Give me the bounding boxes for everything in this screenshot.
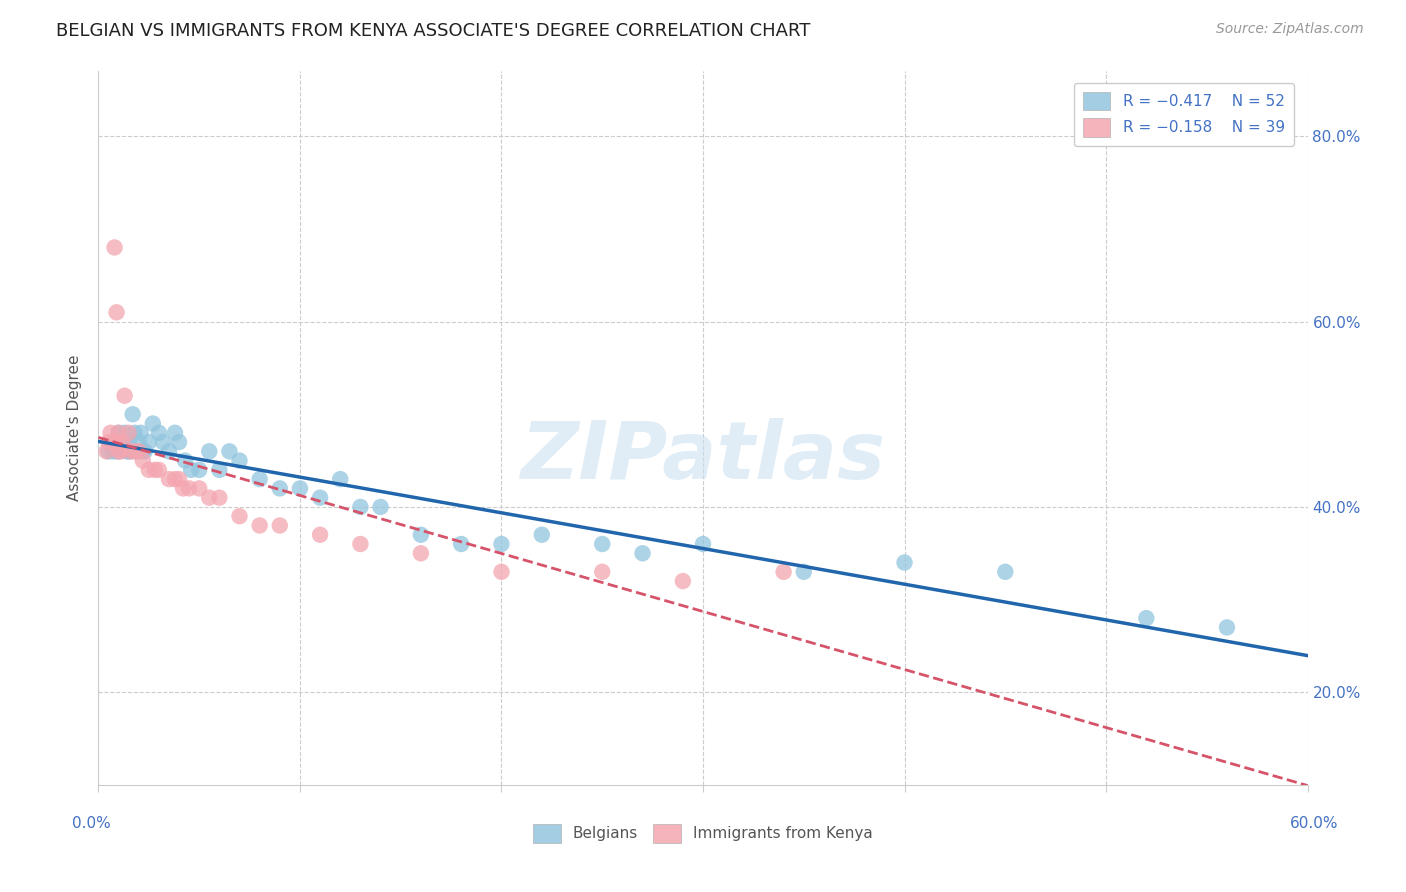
Point xyxy=(163,472,186,486)
Point xyxy=(132,444,155,458)
Point xyxy=(167,435,190,450)
Point xyxy=(115,444,138,458)
Point xyxy=(491,537,513,551)
Point xyxy=(129,425,152,440)
Point xyxy=(218,444,240,458)
Point xyxy=(111,435,134,450)
Point xyxy=(132,453,155,467)
Point xyxy=(692,537,714,551)
Point xyxy=(107,444,129,458)
Point xyxy=(228,509,250,524)
Point xyxy=(249,518,271,533)
Point xyxy=(198,491,221,505)
Point xyxy=(172,482,194,496)
Point xyxy=(101,444,124,458)
Point xyxy=(124,425,146,440)
Point xyxy=(110,444,132,458)
Point xyxy=(491,565,513,579)
Point xyxy=(174,453,197,467)
Point xyxy=(208,491,231,505)
Point xyxy=(893,556,915,570)
Point xyxy=(179,482,201,496)
Point xyxy=(157,472,180,486)
Point xyxy=(103,435,125,450)
Point xyxy=(118,444,141,458)
Point xyxy=(120,444,142,458)
Point xyxy=(772,565,794,579)
Point xyxy=(96,444,118,458)
Point xyxy=(329,472,352,486)
Point xyxy=(107,425,129,440)
Point xyxy=(994,565,1017,579)
Point xyxy=(114,389,136,403)
Point xyxy=(148,463,170,477)
Point xyxy=(672,574,695,588)
Text: 0.0%: 0.0% xyxy=(72,816,111,831)
Point xyxy=(97,444,120,458)
Point xyxy=(309,491,332,505)
Legend: Belgians, Immigrants from Kenya: Belgians, Immigrants from Kenya xyxy=(527,818,879,848)
Point xyxy=(198,444,221,458)
Y-axis label: Associate's Degree: Associate's Degree xyxy=(67,355,83,501)
Point xyxy=(142,417,165,431)
Point xyxy=(163,425,186,440)
Point xyxy=(409,527,432,541)
Point xyxy=(107,435,129,450)
Point xyxy=(118,435,141,450)
Text: ZIPatlas: ZIPatlas xyxy=(520,417,886,496)
Point xyxy=(103,240,125,254)
Point xyxy=(124,444,146,458)
Point xyxy=(152,435,174,450)
Point xyxy=(591,565,613,579)
Point xyxy=(128,435,150,450)
Point xyxy=(120,444,142,458)
Point xyxy=(105,444,128,458)
Point xyxy=(138,463,160,477)
Point xyxy=(309,527,332,541)
Point xyxy=(138,435,160,450)
Point xyxy=(208,463,231,477)
Point xyxy=(180,463,202,477)
Point xyxy=(111,435,134,450)
Point xyxy=(103,435,125,450)
Point xyxy=(249,472,271,486)
Point xyxy=(591,537,613,551)
Point xyxy=(107,425,129,440)
Text: Source: ZipAtlas.com: Source: ZipAtlas.com xyxy=(1216,22,1364,37)
Point xyxy=(125,444,148,458)
Point xyxy=(409,546,432,560)
Point xyxy=(157,444,180,458)
Text: 60.0%: 60.0% xyxy=(1291,816,1339,831)
Point xyxy=(450,537,472,551)
Point xyxy=(349,537,371,551)
Point xyxy=(107,444,129,458)
Point xyxy=(105,305,128,319)
Point xyxy=(121,407,143,421)
Point xyxy=(148,425,170,440)
Point xyxy=(631,546,654,560)
Point xyxy=(288,482,311,496)
Point xyxy=(134,444,156,458)
Point xyxy=(100,425,122,440)
Point xyxy=(1216,620,1239,634)
Point xyxy=(188,463,211,477)
Point xyxy=(188,482,211,496)
Point xyxy=(97,435,120,450)
Point xyxy=(269,482,291,496)
Point xyxy=(128,444,150,458)
Point xyxy=(269,518,291,533)
Point xyxy=(349,500,371,514)
Point xyxy=(793,565,815,579)
Point xyxy=(167,472,190,486)
Point xyxy=(530,527,553,541)
Text: BELGIAN VS IMMIGRANTS FROM KENYA ASSOCIATE'S DEGREE CORRELATION CHART: BELGIAN VS IMMIGRANTS FROM KENYA ASSOCIA… xyxy=(56,22,811,40)
Point xyxy=(143,463,166,477)
Point xyxy=(370,500,392,514)
Point xyxy=(1135,611,1157,625)
Point xyxy=(118,425,141,440)
Point xyxy=(101,435,124,450)
Point xyxy=(114,425,136,440)
Point xyxy=(228,453,250,467)
